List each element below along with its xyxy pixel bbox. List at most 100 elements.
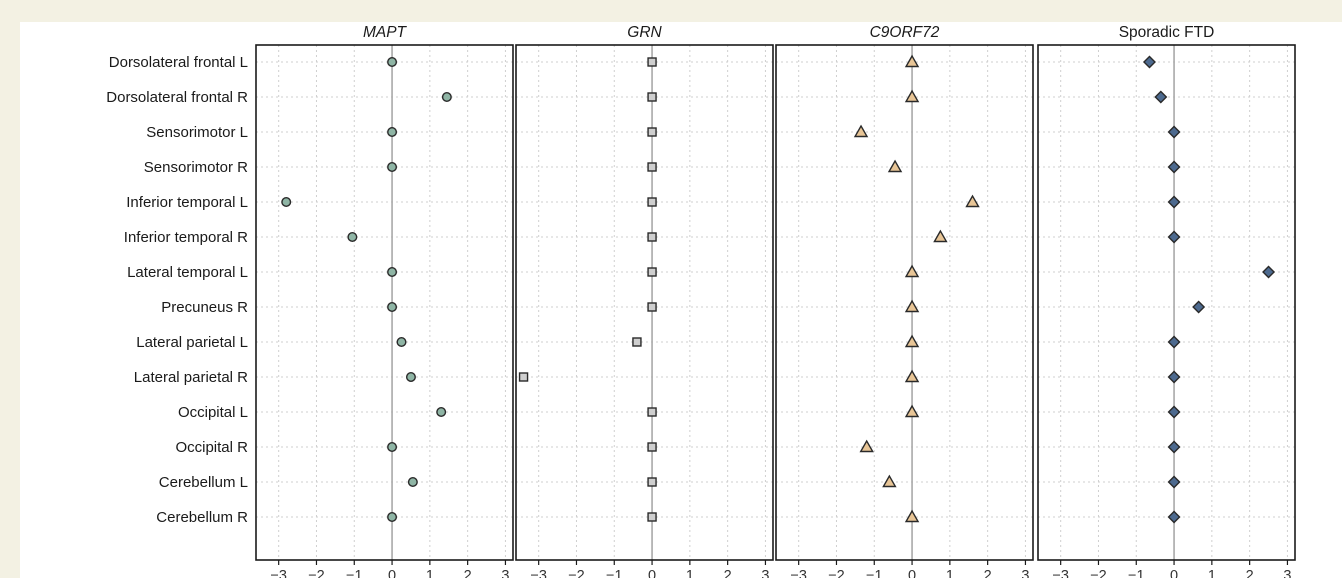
x-tick-label: −2 [568,568,585,578]
y-axis-label: Cerebellum L [159,474,248,491]
x-tick-label: 2 [464,568,472,578]
data-point [1167,335,1181,349]
data-point [647,92,657,102]
y-axis-label: Sensorimotor R [144,159,248,176]
data-point [647,302,657,312]
x-tick-label: 0 [908,568,916,578]
x-tick-label: 2 [724,568,732,578]
x-tick-label: −2 [308,568,325,578]
y-axis-label: Lateral parietal L [136,334,248,351]
data-point [1154,90,1168,104]
data-point [387,512,398,523]
data-point [647,232,657,242]
data-point [904,369,920,383]
x-tick-label: −3 [530,568,547,578]
y-axis-label: Lateral temporal L [127,264,248,281]
panel-border [775,44,1034,561]
data-point [436,407,447,418]
x-tick-label: −1 [1128,568,1145,578]
data-point [632,337,642,347]
y-axis-label: Sensorimotor L [146,124,248,141]
data-point [405,372,416,383]
x-tick-label: 1 [686,568,694,578]
x-tick-label: 3 [1283,568,1291,578]
y-axis-label: Occipital L [178,404,248,421]
y-axis-label: Inferior temporal L [126,194,248,211]
panel-border [255,44,514,561]
data-point [1262,265,1276,279]
data-point [904,264,920,278]
x-tick-label: 0 [648,568,656,578]
data-point [904,404,920,418]
panel-3: Sporadic FTD −3 −2 −1 0 1 2 3 [1037,24,1296,578]
x-tick-label: 0 [388,568,396,578]
data-point [1167,160,1181,174]
data-point [647,127,657,137]
data-point [387,126,398,137]
panel-title: Sporadic FTD [1119,24,1215,41]
data-point [647,57,657,67]
data-point [904,299,920,313]
data-point [853,124,869,138]
data-point [1167,440,1181,454]
data-point [407,477,418,488]
panel-title: C9ORF72 [870,24,940,41]
x-tick-label: 2 [1246,568,1254,578]
data-point [1167,475,1181,489]
data-point [1167,370,1181,384]
data-point [904,334,920,348]
panel-2: C9ORF72 −3 −2 −1 0 1 2 3 [775,24,1034,578]
data-point [387,161,398,172]
data-point [647,407,657,417]
data-point [904,54,920,68]
x-tick-label: 3 [501,568,509,578]
y-axis-label: Precuneus R [161,299,248,316]
data-point [1167,510,1181,524]
x-tick-label: 1 [946,568,954,578]
data-point [647,267,657,277]
data-point [933,229,948,243]
data-point [387,57,398,68]
y-axis-label: Inferior temporal R [124,229,248,246]
x-tick-label: −2 [1090,568,1107,578]
data-point [441,91,452,102]
x-tick-label: 0 [1170,568,1178,578]
panel-title: GRN [627,24,662,41]
data-point [859,439,874,453]
chart-svg: Dorsolateral frontal L Dorsolateral front… [106,24,1296,578]
y-axis-label: Occipital R [175,439,248,456]
panel-background [1038,45,1295,560]
data-point [1167,230,1181,244]
data-point [347,231,358,242]
data-point [1192,300,1206,314]
data-point [387,302,398,313]
y-axis-label: Dorsolateral frontal L [109,54,248,71]
data-point [1167,405,1181,419]
x-tick-label: 1 [426,568,434,578]
data-point [647,442,657,452]
data-point [647,162,657,172]
data-point [904,89,920,103]
panel-background [516,45,773,560]
x-tick-label: 3 [761,568,769,578]
x-tick-label: 3 [1021,568,1029,578]
panel-background [776,45,1033,560]
y-axis-label: Dorsolateral frontal R [106,89,248,106]
x-tick-label: 1 [1208,568,1216,578]
data-point [882,474,897,488]
x-tick-label: −3 [790,568,807,578]
data-point [396,337,407,348]
x-tick-label: −1 [866,568,883,578]
panel-0: MAPT −3 −2 −1 0 1 2 3 [255,24,514,578]
chart-figure: Dorsolateral frontal L Dorsolateral front… [20,22,1342,578]
panel-border [515,44,774,561]
data-point [1167,125,1181,139]
data-point [887,159,903,173]
x-tick-label: 2 [984,568,992,578]
data-point [518,372,529,382]
y-axis-label: Lateral parietal R [134,369,248,386]
data-point [387,442,398,453]
data-point [647,512,657,522]
data-point [281,196,292,207]
panel-1: GRN −3 −2 −1 0 1 2 3 [515,24,774,578]
